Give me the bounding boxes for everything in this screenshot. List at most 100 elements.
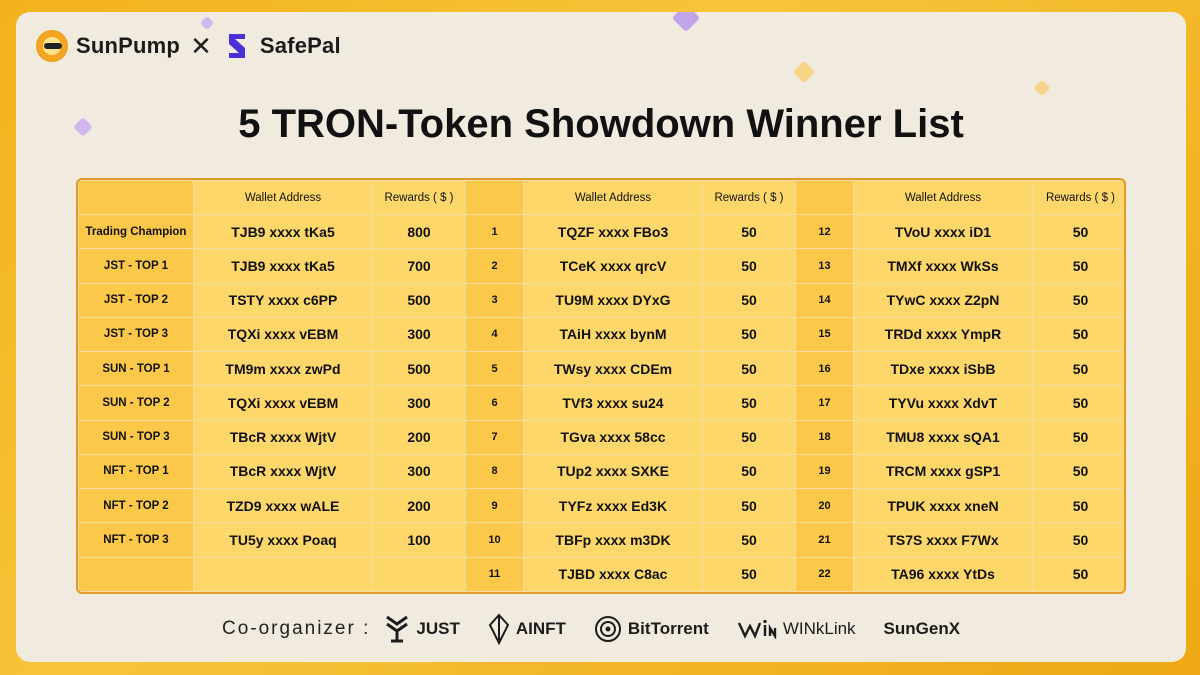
table-row: 11 TJBD xxxx C8ac 50 22 TA96 xxxx YtDs 50 — [78, 556, 1124, 592]
rank-number: 18 — [795, 419, 854, 455]
partner-name: JUST — [416, 619, 460, 638]
bittorrent-logo-icon — [594, 616, 621, 642]
reward-amount — [372, 556, 466, 592]
rank-number: 3 — [465, 282, 524, 318]
rank-number: 13 — [795, 248, 854, 284]
reward-amount: 50 — [1032, 556, 1124, 592]
rank-number: 10 — [465, 522, 524, 558]
sparkle-decoration — [199, 15, 215, 31]
wallet-address: TMU8 xxxx sQA1 — [853, 419, 1033, 455]
wallet-address: TCeK xxxx qrcV — [523, 248, 703, 284]
safepal-brand: SafePal — [259, 33, 341, 58]
table-row: SUN - TOP 2 TQXi xxxx vEBM 300 6 TVf3 xxxx s… — [78, 385, 1124, 421]
winner-category: SUN - TOP 2 — [78, 385, 194, 421]
wallet-address: TWsy xxxx CDEm — [523, 351, 703, 387]
partner-sungenx: SunGenX — [884, 619, 961, 639]
rank-number: 5 — [465, 351, 524, 387]
rank-number: 21 — [795, 522, 854, 558]
rank-number: 1 — [465, 213, 524, 250]
wallet-address: TUp2 xxxx SXKE — [523, 453, 703, 490]
wallet-address: TDxe xxxx iSbB — [853, 351, 1033, 387]
rank-number: 6 — [465, 385, 524, 421]
reward-amount: 50 — [702, 248, 796, 284]
reward-amount: 50 — [1032, 351, 1124, 387]
wallet-address: TBcR xxxx WjtV — [193, 453, 373, 490]
co-organizer-label: Co-organizer : — [222, 618, 371, 639]
reward-amount: 50 — [1032, 419, 1124, 455]
reward-amount: 100 — [372, 522, 466, 558]
reward-amount: 200 — [372, 488, 466, 524]
winner-category: JST - TOP 1 — [78, 248, 194, 284]
reward-amount: 50 — [702, 213, 796, 250]
rank-number: 17 — [795, 385, 854, 421]
winner-category — [78, 556, 194, 592]
wallet-address: TJB9 xxxx tKa5 — [193, 248, 373, 284]
wallet-address: TSTY xxxx c6PP — [193, 282, 373, 318]
reward-amount: 50 — [1032, 453, 1124, 490]
reward-amount: 700 — [372, 248, 466, 284]
wallet-address: TYFz xxxx Ed3K — [523, 488, 703, 524]
reward-amount: 50 — [1032, 316, 1124, 353]
brand-header: SunPump ✕ SafePal — [36, 30, 341, 62]
rank-number: 8 — [465, 453, 524, 490]
winner-category: NFT - TOP 1 — [78, 453, 194, 490]
rank-number: 20 — [795, 488, 854, 524]
wallet-address: TYVu xxxx XdvT — [853, 385, 1033, 421]
rank-number: 12 — [795, 213, 854, 250]
reward-amount: 300 — [372, 316, 466, 353]
wallet-header: Wallet Address — [853, 180, 1033, 215]
rank-number: 7 — [465, 419, 524, 455]
winner-category: Trading Champion — [78, 213, 194, 250]
sparkle-decoration — [792, 60, 816, 84]
header-blank — [78, 180, 194, 215]
wallet-address: TQXi xxxx vEBM — [193, 316, 373, 353]
partner-just: JUST — [384, 614, 460, 644]
wallet-address: TZD9 xxxx wALE — [193, 488, 373, 524]
wallet-address: TBFp xxxx m3DK — [523, 522, 703, 558]
winner-table: Wallet Address Rewards ( $ ) Wallet Addr… — [76, 178, 1126, 594]
reward-amount: 50 — [702, 282, 796, 318]
wallet-address: TQXi xxxx vEBM — [193, 385, 373, 421]
winner-category: NFT - TOP 3 — [78, 522, 194, 558]
table-row: JST - TOP 3 TQXi xxxx vEBM 300 4 TAiH xxxx b… — [78, 316, 1124, 353]
reward-amount: 300 — [372, 453, 466, 490]
table-row: SUN - TOP 3 TBcR xxxx WjtV 200 7 TGva xxxx 5… — [78, 419, 1124, 455]
rank-number: 19 — [795, 453, 854, 490]
partner-name: WINkLink — [782, 619, 856, 638]
ainft-logo-icon — [488, 613, 510, 645]
reward-amount: 50 — [1032, 248, 1124, 284]
winner-category: NFT - TOP 2 — [78, 488, 194, 524]
reward-amount: 50 — [702, 316, 796, 353]
reward-amount: 800 — [372, 213, 466, 250]
wallet-address: TYwC xxxx Z2pN — [853, 282, 1033, 318]
rank-number: 9 — [465, 488, 524, 524]
wallet-address: TAiH xxxx bynM — [523, 316, 703, 353]
winner-category: JST - TOP 3 — [78, 316, 194, 353]
reward-amount: 300 — [372, 385, 466, 421]
partner-name: SunGenX — [883, 619, 961, 638]
reward-amount: 50 — [702, 351, 796, 387]
table-row: Trading Champion TJB9 xxxx tKa5 800 1 TQZF x… — [78, 213, 1124, 250]
partner-bittorrent: BitTorrent — [594, 615, 709, 643]
table-row: NFT - TOP 1 TBcR xxxx WjtV 300 8 TUp2 xxxx S… — [78, 453, 1124, 490]
reward-amount: 50 — [1032, 488, 1124, 524]
reward-amount: 50 — [1032, 213, 1124, 250]
rank-number: 22 — [795, 556, 854, 592]
wallet-address: TMXf xxxx WkSs — [853, 248, 1033, 284]
reward-amount: 50 — [1032, 385, 1124, 421]
reward-amount: 50 — [702, 556, 796, 592]
wallet-address: TJBD xxxx C8ac — [523, 556, 703, 592]
reward-amount: 200 — [372, 419, 466, 455]
reward-amount: 50 — [702, 385, 796, 421]
wallet-address: TRDd xxxx YmpR — [853, 316, 1033, 353]
rank-number: 16 — [795, 351, 854, 387]
sparkle-decoration — [671, 12, 701, 33]
partner-name: AINFT — [515, 619, 566, 638]
page-title: 5 TRON-Token Showdown Winner List — [238, 102, 964, 146]
reward-amount: 50 — [702, 419, 796, 455]
table-row: NFT - TOP 2 TZD9 xxxx wALE 200 9 TYFz xxxx E… — [78, 488, 1124, 524]
wallet-address: TU9M xxxx DYxG — [523, 282, 703, 318]
reward-amount: 500 — [372, 351, 466, 387]
wallet-address: TU5y xxxx Poaq — [193, 522, 373, 558]
header-blank — [795, 180, 854, 215]
